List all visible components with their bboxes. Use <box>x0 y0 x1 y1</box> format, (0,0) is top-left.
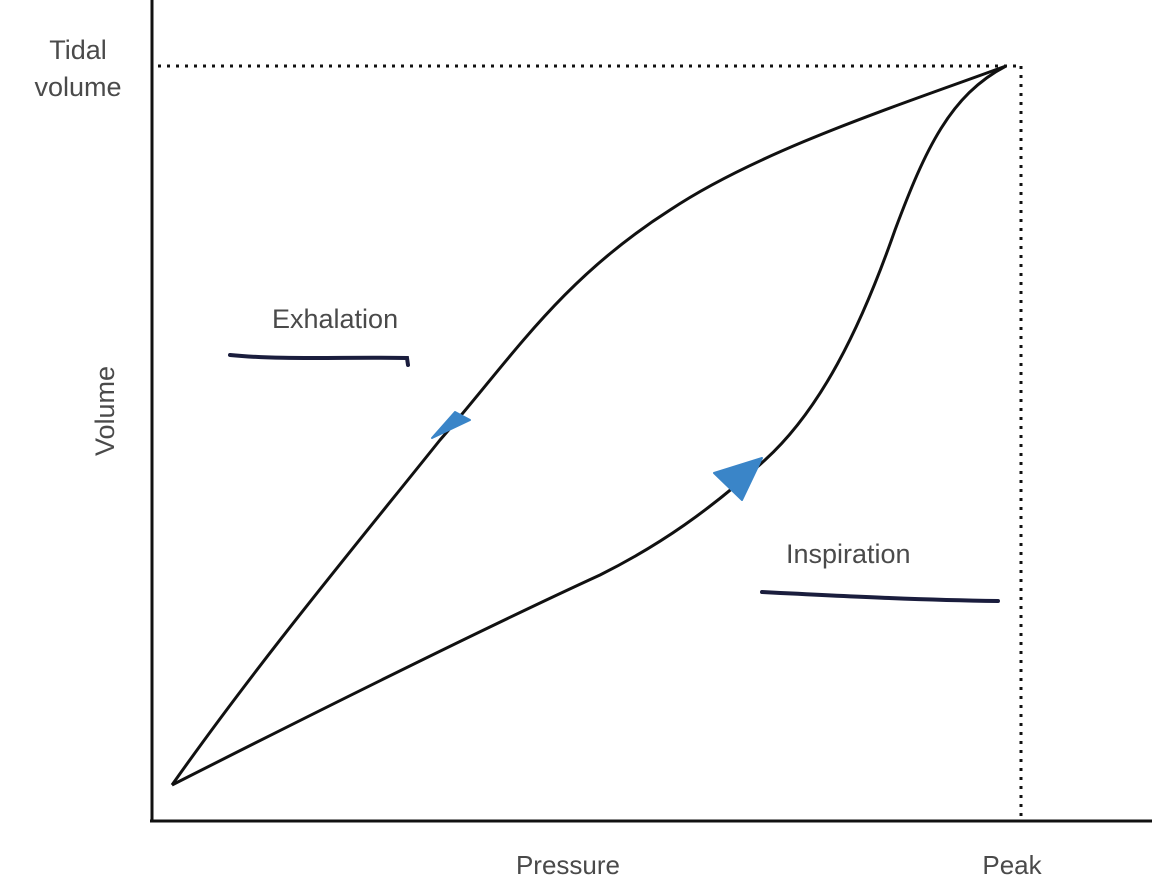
y-axis-label: Volume <box>90 366 120 456</box>
exhalation-curve <box>170 64 1007 786</box>
exhalation-underline <box>228 353 410 367</box>
inspiration-label: Inspiration <box>786 539 911 569</box>
peak-label: Peak <box>982 850 1042 880</box>
inspiration-arrow-icon <box>713 457 763 501</box>
exhalation-label: Exhalation <box>272 304 398 334</box>
inspiration-underline <box>760 590 1000 603</box>
tidal-volume-label-line1: Tidal <box>49 35 107 65</box>
x-axis-label: Pressure <box>516 850 620 880</box>
inspiration-curve <box>171 64 1007 787</box>
exhalation-arrow-icon <box>431 411 471 439</box>
tidal-volume-label-line2: volume <box>34 72 121 102</box>
